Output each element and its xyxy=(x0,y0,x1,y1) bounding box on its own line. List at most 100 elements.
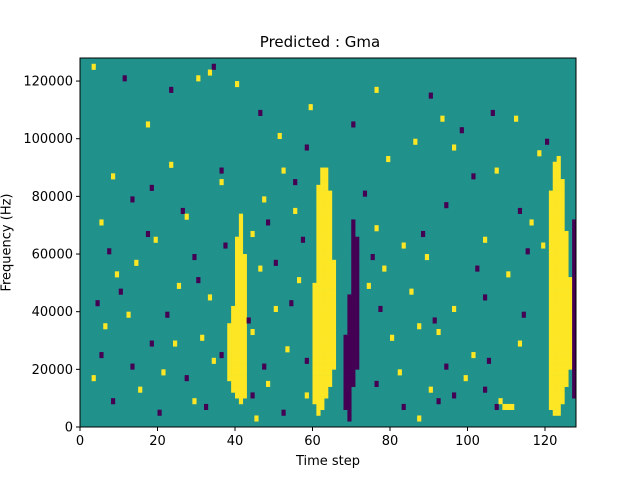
heatmap-cell xyxy=(552,386,557,393)
heatmap-cell xyxy=(347,328,352,336)
heatmap-cell xyxy=(331,300,337,307)
heatmap-cell xyxy=(320,375,325,382)
heatmap-cell xyxy=(320,300,325,307)
heatmap-cell xyxy=(328,236,333,243)
heatmap-cell xyxy=(320,202,325,209)
heatmap-cell xyxy=(572,219,577,226)
heatmap-cell xyxy=(556,259,561,266)
heatmap-cell xyxy=(242,392,247,399)
heatmap-cell xyxy=(568,282,573,289)
heatmap-cell xyxy=(316,196,321,203)
heatmap-cell xyxy=(328,334,333,341)
heatmap-cell xyxy=(266,219,271,226)
heatmap-cell xyxy=(556,254,561,261)
heatmap-cell xyxy=(572,282,577,289)
heatmap-cell xyxy=(564,334,569,341)
x-tick-label: 60 xyxy=(304,434,321,449)
heatmap-cell xyxy=(564,271,569,278)
heatmap-cell xyxy=(328,288,333,295)
heatmap-cell xyxy=(556,346,561,353)
heatmap-cell xyxy=(556,156,561,163)
heatmap-cell xyxy=(347,305,352,312)
heatmap-cell xyxy=(351,236,356,243)
heatmap-cell xyxy=(161,369,166,376)
heatmap-cell xyxy=(432,317,437,324)
heatmap-cell xyxy=(312,392,317,399)
heatmap-cell xyxy=(331,259,337,266)
heatmap-cell xyxy=(548,248,554,255)
heatmap-cell xyxy=(351,282,356,289)
heatmap-cell xyxy=(351,294,356,301)
heatmap-cell xyxy=(548,254,554,261)
heatmap-cell xyxy=(560,294,565,301)
heatmap-cell xyxy=(556,207,561,214)
heatmap-cell xyxy=(320,328,325,336)
heatmap-cell xyxy=(242,386,247,393)
heatmap-cell xyxy=(366,282,371,289)
heatmap-cell xyxy=(238,259,244,266)
heatmap-cell xyxy=(552,380,557,387)
heatmap-cell xyxy=(351,300,356,307)
heatmap-cell xyxy=(242,328,247,336)
heatmap-cell xyxy=(262,196,267,203)
heatmap-cell xyxy=(572,248,577,255)
plot-frame xyxy=(79,57,577,428)
heatmap-cell xyxy=(227,346,232,353)
heatmap-cell xyxy=(560,196,565,203)
heatmap-cell xyxy=(552,265,557,272)
heatmap-cell xyxy=(231,380,236,387)
heatmap-cell xyxy=(238,323,244,330)
heatmap-cell xyxy=(529,219,534,226)
heatmap-cell xyxy=(184,213,189,220)
heatmap-cell xyxy=(560,369,565,376)
heatmap-cell xyxy=(227,340,232,347)
heatmap-cell xyxy=(552,202,557,209)
heatmap-cell xyxy=(242,259,247,266)
heatmap-cell xyxy=(320,196,325,203)
heatmap-cell xyxy=(572,230,577,238)
heatmap-cell xyxy=(351,230,356,238)
heatmap-cell xyxy=(521,311,526,318)
heatmap-cell xyxy=(564,363,569,370)
heatmap-cell xyxy=(556,230,561,238)
heatmap-cell xyxy=(312,380,317,387)
heatmap-cell xyxy=(568,277,573,284)
heatmap-cell xyxy=(556,328,561,336)
heatmap-cell xyxy=(324,225,329,232)
heatmap-cell xyxy=(537,150,542,157)
heatmap-cell xyxy=(254,415,259,422)
heatmap-cell xyxy=(355,265,360,272)
heatmap-cell xyxy=(242,271,247,278)
heatmap-cell xyxy=(312,386,317,393)
heatmap-cell xyxy=(572,305,577,312)
heatmap-cell xyxy=(235,352,240,359)
heatmap-cell xyxy=(111,398,116,405)
heatmap-cell xyxy=(328,352,333,359)
heatmap-cell xyxy=(227,334,232,341)
heatmap-cell xyxy=(498,398,503,405)
heatmap-cell xyxy=(548,242,554,249)
heatmap-cell xyxy=(351,346,356,353)
heatmap-cell xyxy=(91,375,96,382)
heatmap-cell xyxy=(149,184,154,191)
heatmap-cell xyxy=(316,352,321,359)
heatmap-cell xyxy=(444,202,449,209)
heatmap-cell xyxy=(560,328,565,336)
heatmap-cell xyxy=(572,352,577,359)
heatmap-cell xyxy=(134,259,139,266)
heatmap-cell xyxy=(355,271,360,278)
heatmap-cell xyxy=(351,225,356,232)
heatmap-cell xyxy=(351,271,356,278)
heatmap-cell xyxy=(316,323,321,330)
heatmap-cell xyxy=(568,363,573,370)
heatmap-cell xyxy=(347,311,352,318)
heatmap-cell xyxy=(343,346,348,353)
heatmap-cell xyxy=(242,357,247,364)
heatmap-cell xyxy=(568,323,573,330)
heatmap-cell xyxy=(324,219,329,226)
heatmap-cell xyxy=(235,392,240,399)
heatmap-cell xyxy=(548,196,554,203)
heatmap-cell xyxy=(564,375,569,382)
heatmap-cell xyxy=(320,230,325,238)
